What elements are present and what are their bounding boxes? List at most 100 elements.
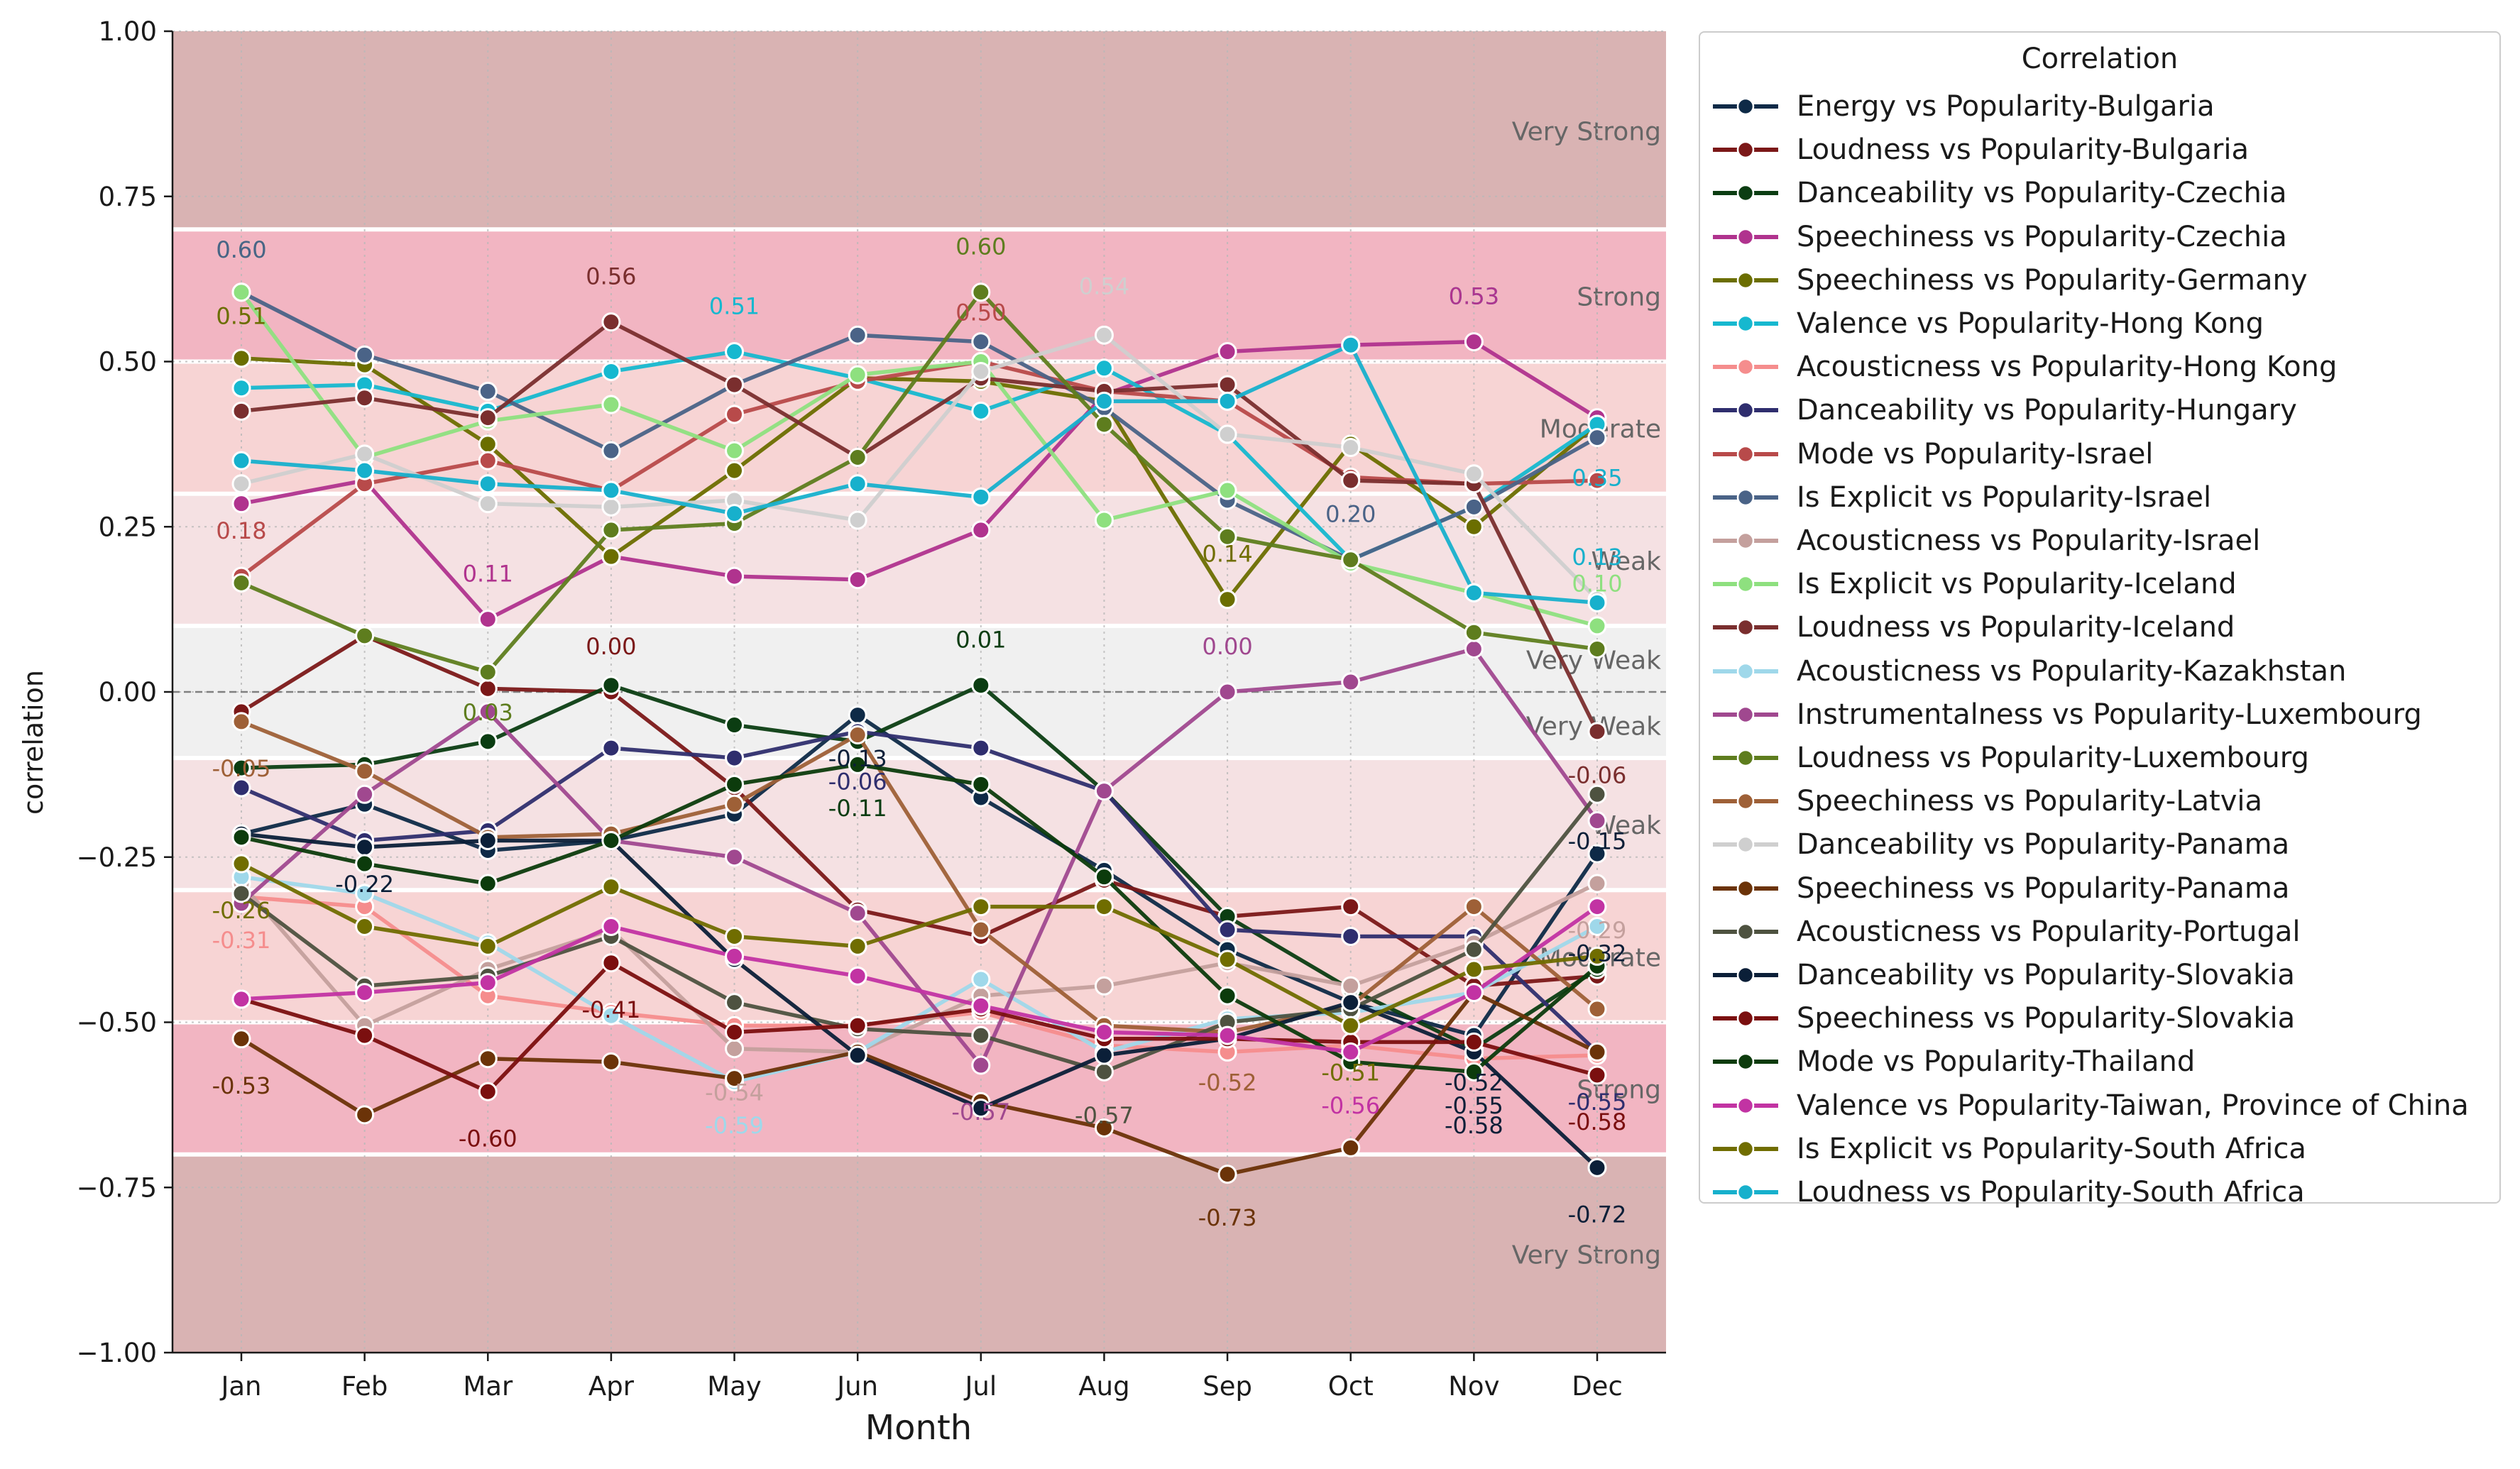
legend-label-6: Acousticness vs Popularity-Hong Kong [1797,351,2338,384]
series-point-20-7 [1094,1045,1114,1065]
legend-item-15: Loudness vs Popularity-Luxembourg [1710,737,2498,781]
series-point-22-7 [1094,867,1114,887]
series-point-15-6 [971,282,991,302]
series-point-20-11 [1587,1157,1607,1177]
legend-label-20: Danceability vs Popularity-Slovakia [1797,959,2295,991]
data-label-15: 0.51 [709,292,760,319]
series-point-19-10 [1464,940,1484,959]
legend-item-0: Energy vs Popularity-Bulgaria [1710,86,2498,129]
series-point-17-10 [1464,464,1484,484]
series-16 [231,712,1607,1042]
legend-label-19: Acousticness vs Popularity-Portugal [1797,915,2301,948]
series-point-22-0 [231,827,251,847]
series-point-23-8 [1217,1025,1237,1045]
data-label-16: -0.54 [705,1079,764,1106]
series-line-17 [241,333,1599,601]
series-point-16-6 [971,920,991,940]
data-label-46: -0.55 [1568,1089,1627,1116]
data-label-30: -0.73 [1198,1204,1257,1231]
series-point-4-10 [1464,517,1484,537]
series-point-2-2 [478,732,498,752]
y-tick-label-3: 0.25 [99,512,157,542]
x-tick-label-9: Oct [1328,1371,1374,1402]
series-point-4-3 [601,546,621,566]
legend-label-15: Loudness vs Popularity-Luxembourg [1797,742,2309,774]
data-labels: 0.60 0.60 0.51 0.18 -0.05 -0.26 -0.31 -0.53 -0.2… [212,233,1627,1232]
series-point-22-1 [355,854,375,874]
legend-swatch-marker-17 [1736,836,1755,854]
data-label-32: -0.51 [1321,1059,1380,1086]
legend-swatch-marker-7 [1736,402,1755,419]
legend-swatch-15 [1713,749,1778,767]
series-17 [231,325,1607,610]
series-point-24-10 [1464,959,1484,979]
legend-swatch-11 [1713,575,1778,593]
series-point-18-11 [1587,1042,1607,1062]
series-point-25-8 [1217,391,1237,411]
series-point-23-10 [1464,983,1484,1003]
series-point-9-3 [601,441,621,461]
series-point-14-2 [478,702,498,722]
series-point-11-0 [231,282,251,302]
series-point-4-4 [725,461,745,480]
series-line-24 [240,862,1598,1028]
data-label-13: 0.00 [586,633,636,660]
series-point-13-6 [971,969,991,989]
x-tick-label-11: Dec [1572,1371,1623,1402]
legend-swatch-10 [1713,532,1778,550]
y-tick-label-2: 0.50 [99,347,157,378]
legend-item-9: Is Explicit vs Popularity-Israel [1710,477,2498,520]
series-line-1 [240,634,1598,989]
data-label-38: -0.58 [1445,1112,1503,1139]
series-point-17-0 [231,474,251,494]
series-point-9-2 [478,381,498,401]
band-label-9: Very Strong [1512,1240,1661,1270]
series-line-23 [241,905,1599,1055]
series-point-24-7 [1094,897,1114,917]
legend-label-23: Valence vs Popularity-Taiwan, Province o… [1797,1089,2469,1122]
series-point-4-2 [478,434,498,454]
series-point-17-6 [971,361,991,381]
series-point-21-2 [478,1082,498,1101]
legend-swatch-marker-21 [1736,1009,1755,1028]
legend-item-16: Speechiness vs Popularity-Latvia [1710,781,2498,824]
series-point-21-1 [355,1025,375,1045]
series-point-8-11 [1587,471,1607,490]
legend-swatch-marker-25 [1736,1183,1755,1201]
legend-label-9: Is Explicit vs Popularity-Israel [1797,480,2212,514]
legend-swatch-marker-5 [1736,314,1755,333]
series-point-12-2 [478,408,498,428]
data-label-43: -0.15 [1568,827,1627,854]
data-label-2: 0.51 [216,302,266,329]
series-lines [231,282,1607,1184]
series-point-9-1 [355,345,375,365]
legend-swatch-marker-16 [1736,792,1755,810]
series-point-9-6 [971,332,991,352]
series-point-20-9 [1341,993,1361,1013]
series-point-25-5 [848,474,867,494]
series-point-17-7 [1094,325,1114,345]
legend-swatch-16 [1713,792,1778,810]
y-tick-label-6: −0.50 [77,1008,157,1038]
series-point-23-7 [1094,1022,1114,1042]
y-tick-label-5: −0.25 [77,842,157,873]
legend-item-7: Danceability vs Popularity-Hungary [1710,390,2498,433]
data-label-20: -0.11 [828,795,887,822]
series-point-14-7 [1094,781,1114,801]
series-point-18-3 [601,1052,621,1072]
x-tick-label-10: Nov [1448,1371,1499,1402]
series-point-1-2 [478,678,498,698]
series-point-13-1 [355,884,375,903]
series-point-14-4 [725,847,745,867]
data-label-36: -0.52 [1445,1069,1503,1096]
legend-swatch-23 [1713,1096,1778,1114]
series-point-22-4 [725,774,745,794]
series-point-23-11 [1587,897,1607,917]
series-point-3-6 [971,520,991,540]
x-tick-label-0: Jan [219,1371,261,1402]
legend: Correlation Energy vs Popularity-Bulgari… [1699,31,2501,1209]
data-label-9: 0.11 [463,560,513,587]
series-point-25-0 [231,451,251,471]
series-point-16-4 [725,794,745,814]
series-point-14-11 [1587,811,1607,831]
